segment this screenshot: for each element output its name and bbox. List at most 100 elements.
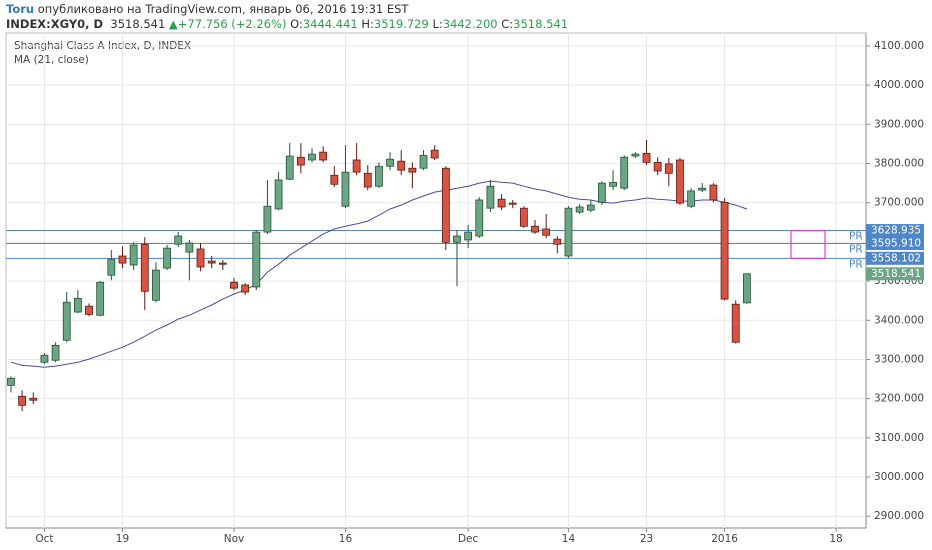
candle-body [453, 235, 461, 243]
open: 3444.441 [302, 17, 358, 31]
y-tick-label: 3300.000 [874, 353, 924, 365]
candle-body [486, 185, 495, 209]
candle-body [196, 248, 205, 268]
y-tick-label: 2900.000 [874, 510, 924, 522]
level-label-box [866, 224, 924, 238]
author[interactable]: Toru [6, 2, 35, 16]
x-tick-label: Dec [458, 533, 479, 545]
y-tick-label: 3200.000 [874, 393, 924, 405]
high: 3519.729 [373, 17, 429, 31]
candle-body [263, 205, 272, 233]
candle-body [107, 258, 116, 276]
candle-body [508, 202, 517, 205]
candle-body [18, 395, 27, 406]
candle-body [252, 231, 261, 288]
candle-body [174, 235, 183, 245]
low: 3442.200 [442, 17, 498, 31]
candle-body [285, 155, 294, 180]
candle-body [609, 181, 617, 187]
candle-body [152, 269, 160, 301]
level-label: 3595.910 [871, 237, 921, 249]
y-tick-label: 3700.000 [874, 197, 924, 209]
header-line: Toru опубликовано на TradingView.com, ян… [6, 2, 568, 17]
candle-body [85, 305, 93, 315]
candle-body [676, 159, 684, 204]
candle-body [642, 152, 651, 163]
candle-body [419, 154, 428, 169]
candle-body [464, 231, 473, 241]
level-label-box [866, 251, 924, 265]
candle-body [408, 167, 417, 173]
candle-body [140, 243, 149, 292]
candle-body [375, 165, 383, 187]
candle-body [352, 159, 361, 173]
candle-body [653, 161, 662, 172]
x-tick-label: 19 [116, 533, 129, 545]
y-tick-label: 3400.000 [874, 314, 924, 326]
low-label: L: [432, 17, 443, 31]
candle-body [241, 284, 250, 293]
candle-body [497, 198, 506, 208]
candle-body [475, 199, 484, 237]
candle-body [441, 167, 450, 243]
level-label: 3628.935 [871, 225, 921, 237]
open-label: O: [290, 17, 303, 31]
x-tick-label: Oct [35, 533, 53, 545]
x-tick-label: Nov [224, 533, 245, 545]
x-tick-label: 23 [640, 533, 653, 545]
ma-label: MA (21, close) [14, 54, 89, 66]
candle-body [519, 207, 528, 227]
candle-body [274, 179, 283, 210]
zone-box [790, 229, 826, 259]
candle-body [129, 244, 138, 266]
candle-body [620, 156, 629, 189]
candle-body [341, 171, 350, 207]
candle-body [7, 377, 15, 386]
candle-body [564, 207, 573, 257]
candle-body [631, 153, 640, 157]
level-tag: PR [849, 243, 863, 255]
candle-body [586, 204, 595, 211]
candle-body [742, 273, 751, 304]
candle-body [731, 303, 740, 343]
candle-body [575, 206, 584, 213]
header: Toru опубликовано на TradingView.com, ян… [6, 2, 568, 32]
y-tick-label: 4000.000 [874, 79, 924, 91]
candle-body [230, 281, 238, 289]
last: 3518.541 [110, 17, 166, 31]
candle-body [330, 174, 339, 185]
candle-body [308, 153, 316, 161]
candle-body [319, 151, 328, 161]
close: 3518.541 [513, 17, 569, 31]
ma-line [10, 180, 748, 368]
y-tick-label: 3000.000 [874, 471, 924, 483]
candle-body [40, 354, 49, 363]
y-tick-label: 3900.000 [874, 118, 924, 130]
arrow: ▲ [168, 17, 178, 31]
candle-body [598, 182, 606, 203]
candle-body [185, 242, 194, 253]
y-tick-label: 3100.000 [874, 432, 924, 444]
candle-body [553, 238, 562, 245]
candle-body [29, 397, 38, 401]
y-tick-label: 4100.000 [874, 40, 924, 52]
high-label: H: [361, 17, 374, 31]
candle-body [664, 163, 673, 174]
last-price-label: 3518.541 [871, 268, 921, 280]
candle-body [386, 158, 394, 167]
candle-body [51, 344, 60, 361]
candle-body [531, 225, 539, 233]
candle-body [96, 281, 105, 316]
plot-frame [5, 32, 867, 529]
change: +77.756 (+2.26%) [177, 17, 287, 31]
x-tick-label: 2016 [711, 533, 738, 545]
x-tick-label: 14 [562, 533, 576, 545]
y-tick-label: 3800.000 [874, 158, 924, 170]
header-line: INDEX:XGY0, D 3518.541 ▲+77.756 (+2.26%)… [6, 17, 568, 32]
published: опубликовано на TradingView.com, январь … [37, 2, 409, 16]
x-tick-label: 18 [829, 533, 842, 545]
candle-body [709, 184, 718, 201]
level-label: 3558.102 [871, 252, 921, 264]
